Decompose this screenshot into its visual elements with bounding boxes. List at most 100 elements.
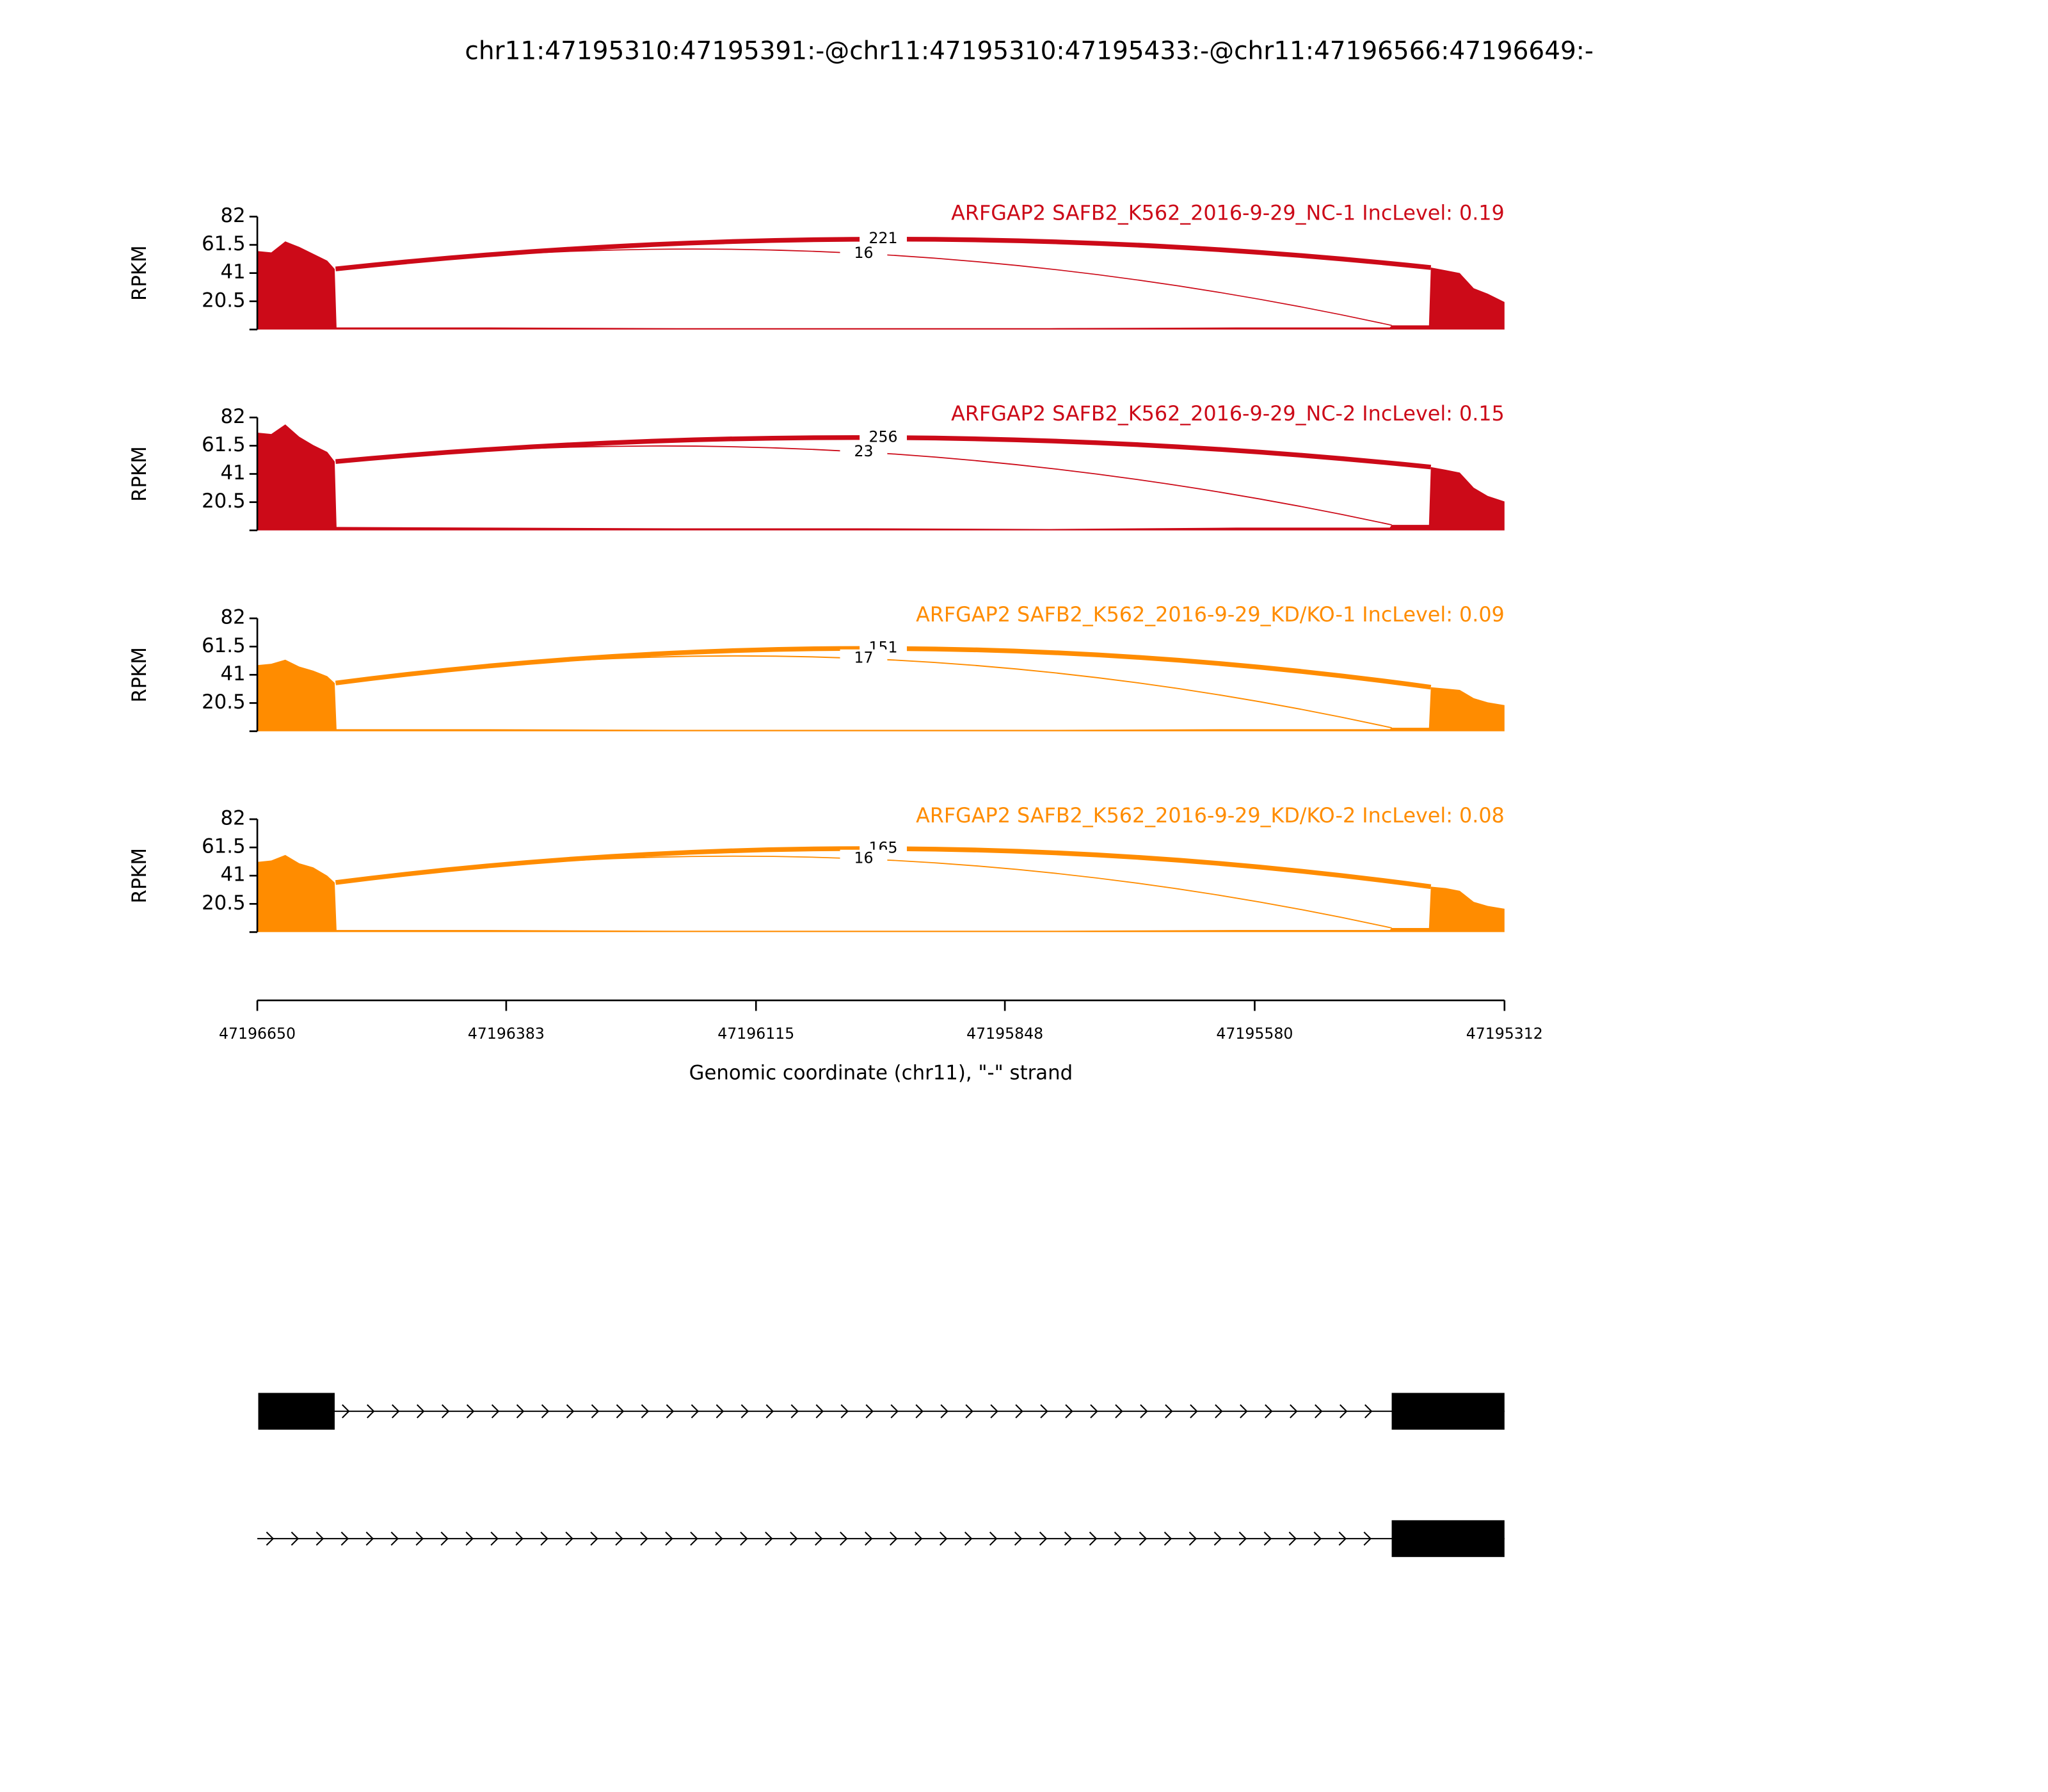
- strand-arrow: [1090, 1404, 1098, 1419]
- strand-arrow: [939, 1532, 948, 1546]
- strand-arrow: [690, 1532, 698, 1546]
- strand-arrow: [691, 1404, 700, 1419]
- strand-arrow: [1139, 1532, 1148, 1546]
- strand-arrow: [1039, 1532, 1048, 1546]
- y-tick-label: 41: [220, 260, 245, 284]
- junction-label: 221: [869, 229, 898, 247]
- x-tick-label: 47196383: [468, 1025, 545, 1043]
- track-title: ARFGAP2 SAFB2_K562_2016-9-29_NC-2 IncLev…: [951, 402, 1505, 426]
- junction-label-bg: [840, 849, 888, 868]
- y-axis-label: RPKM: [128, 848, 151, 904]
- y-tick-label: 82: [220, 807, 245, 830]
- strand-arrow: [765, 1532, 773, 1546]
- strand-arrow: [540, 1532, 548, 1546]
- junction-label: 16: [854, 244, 873, 262]
- strand-arrow: [616, 1404, 625, 1419]
- strand-arrow: [1014, 1532, 1023, 1546]
- strand-arrow: [665, 1532, 673, 1546]
- strand-arrow: [415, 1532, 424, 1546]
- y-tick-label: 20.5: [202, 490, 245, 513]
- junction-label-bg: [840, 244, 888, 263]
- strand-arrow: [1215, 1404, 1223, 1419]
- strand-arrow: [1065, 1404, 1073, 1419]
- strand-arrow: [1238, 1532, 1247, 1546]
- strand-arrow: [266, 1532, 275, 1546]
- junction-label-bg: [840, 649, 888, 668]
- y-tick-label: 41: [220, 863, 245, 886]
- strand-arrow: [666, 1404, 675, 1419]
- strand-arrow: [890, 1532, 898, 1546]
- strand-arrow: [291, 1532, 300, 1546]
- track-title: ARFGAP2 SAFB2_K562_2016-9-29_KD/KO-1 Inc…: [916, 603, 1505, 627]
- strand-arrow: [715, 1532, 723, 1546]
- strand-arrow: [466, 1404, 475, 1419]
- strand-arrow: [641, 1404, 650, 1419]
- strand-arrow: [516, 1404, 525, 1419]
- y-axis-label: RPKM: [128, 647, 151, 703]
- track-title: ARFGAP2 SAFB2_K562_2016-9-29_NC-1 IncLev…: [951, 201, 1505, 225]
- strand-arrow: [1340, 1404, 1348, 1419]
- strand-arrow: [367, 1404, 375, 1419]
- x-tick-label: 47196650: [219, 1025, 296, 1043]
- x-tick-label: 47195312: [1466, 1025, 1543, 1043]
- junction-label-bg: [840, 442, 888, 461]
- strand-arrow: [515, 1532, 524, 1546]
- strand-arrow: [1064, 1532, 1073, 1546]
- y-tick-label: 41: [220, 461, 245, 484]
- strand-arrow: [566, 1404, 575, 1419]
- strand-arrow: [815, 1532, 823, 1546]
- junction-label: 16: [854, 849, 873, 867]
- y-axis-label: RPKM: [128, 245, 151, 301]
- strand-arrow: [615, 1532, 623, 1546]
- y-tick-label: 61.5: [202, 232, 245, 255]
- strand-arrow: [1363, 1532, 1372, 1546]
- strand-arrow: [940, 1404, 948, 1419]
- y-tick-label: 82: [220, 606, 245, 629]
- strand-arrow: [740, 1404, 749, 1419]
- strand-arrow: [590, 1532, 598, 1546]
- y-axis-label: RPKM: [128, 446, 151, 502]
- strand-arrow: [1364, 1404, 1373, 1419]
- strand-arrow: [815, 1404, 824, 1419]
- strand-arrow: [565, 1532, 573, 1546]
- strand-arrow: [1263, 1532, 1272, 1546]
- strand-arrow: [640, 1532, 648, 1546]
- strand-arrow: [316, 1532, 324, 1546]
- strand-arrow: [1313, 1532, 1322, 1546]
- y-tick-label: 82: [220, 204, 245, 227]
- strand-arrow: [365, 1532, 374, 1546]
- strand-arrow: [1165, 1404, 1173, 1419]
- y-tick-label: 20.5: [202, 892, 245, 915]
- track-title: ARFGAP2 SAFB2_K562_2016-9-29_KD/KO-2 Inc…: [916, 804, 1505, 828]
- strand-arrow: [591, 1404, 600, 1419]
- x-tick-label: 47196115: [717, 1025, 794, 1043]
- figure-title: chr11:47195310:47195391:-@chr11:47195310…: [465, 37, 1594, 66]
- strand-arrow: [915, 1532, 923, 1546]
- strand-arrow: [1164, 1532, 1172, 1546]
- strand-arrow: [989, 1532, 998, 1546]
- strand-arrow: [441, 1404, 450, 1419]
- strand-arrow: [1213, 1532, 1222, 1546]
- strand-arrow: [541, 1404, 550, 1419]
- exon: [258, 1393, 335, 1430]
- strand-arrow: [1265, 1404, 1273, 1419]
- strand-arrow: [1114, 1532, 1123, 1546]
- exon: [1391, 1520, 1505, 1557]
- strand-arrow: [840, 1532, 848, 1546]
- y-tick-label: 61.5: [202, 835, 245, 858]
- strand-arrow: [1338, 1532, 1347, 1546]
- strand-arrow: [890, 1404, 899, 1419]
- strand-arrow: [390, 1532, 399, 1546]
- strand-arrow: [765, 1404, 774, 1419]
- strand-arrow: [915, 1404, 924, 1419]
- strand-arrow: [490, 1532, 499, 1546]
- strand-arrow: [964, 1532, 973, 1546]
- x-tick-label: 47195580: [1216, 1025, 1293, 1043]
- y-tick-label: 20.5: [202, 289, 245, 312]
- strand-arrow: [440, 1532, 449, 1546]
- strand-arrow: [416, 1404, 425, 1419]
- y-tick-label: 61.5: [202, 634, 245, 657]
- strand-arrow: [1115, 1404, 1123, 1419]
- strand-arrow: [716, 1404, 724, 1419]
